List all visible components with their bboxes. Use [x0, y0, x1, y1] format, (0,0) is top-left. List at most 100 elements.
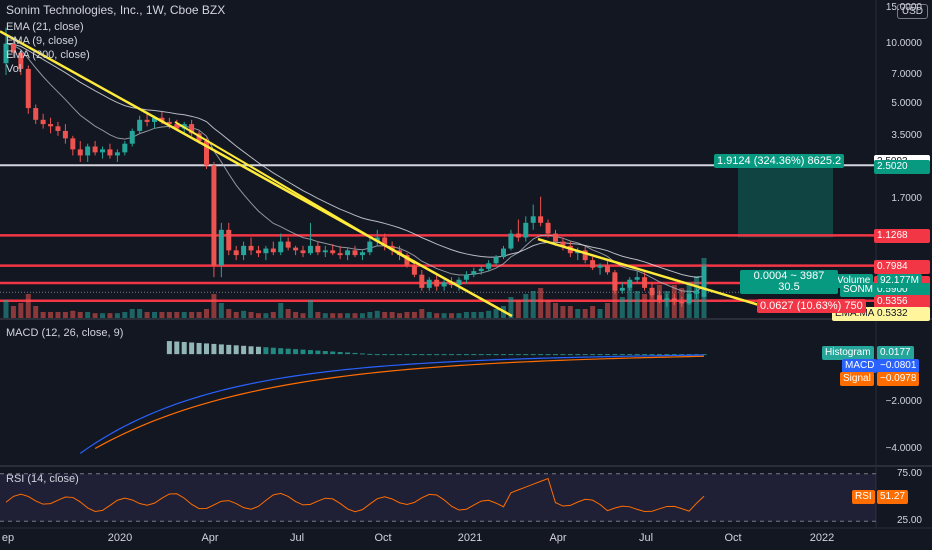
time-tick: Jul — [289, 532, 305, 544]
volume-bar — [337, 313, 343, 318]
volume-bar — [471, 312, 477, 318]
volume-bar — [226, 309, 232, 318]
legend-ema21[interactable]: EMA (21, close) — [6, 21, 84, 33]
macd-histogram-bar — [612, 354, 618, 356]
macd-tick: −2.0000 — [885, 395, 922, 407]
volume-bar — [619, 297, 625, 318]
candle-body — [248, 245, 254, 251]
candle-body — [686, 293, 692, 304]
macd-histogram-bar — [322, 351, 328, 355]
volume-bar — [174, 312, 180, 318]
volume-bar — [397, 313, 403, 318]
macd-histogram-bar — [419, 354, 425, 356]
price-tick: 5.0000 — [891, 98, 922, 110]
macd-histogram-bar — [567, 354, 573, 356]
trendline — [174, 121, 416, 265]
macd-histogram-bar — [241, 345, 247, 355]
legend-ema200[interactable]: EMA (200, close) — [6, 49, 90, 61]
candle-body — [367, 241, 373, 253]
volume-bar — [434, 313, 440, 318]
volume-bar — [278, 303, 284, 318]
rsi-tick: 75.00 — [896, 467, 922, 479]
candle-body — [671, 298, 677, 302]
candle-body — [129, 130, 135, 144]
ema-line — [5, 43, 705, 278]
macd-histogram-bar — [196, 342, 202, 355]
candle-body — [515, 233, 521, 238]
candle-body — [166, 121, 172, 125]
price-marker: 0.5356 — [874, 294, 930, 309]
macd-histogram-bar — [627, 354, 633, 356]
macd-histogram-bar — [270, 347, 276, 355]
volume-bar — [152, 312, 158, 318]
macd-legend[interactable]: MACD (12, 26, close, 9) — [6, 327, 124, 339]
candle-body — [508, 233, 514, 249]
volume-bar — [33, 306, 39, 318]
macd-histogram-bar — [515, 354, 521, 356]
volume-bar — [129, 309, 135, 318]
macd-histogram-bar — [181, 342, 187, 355]
volume-bar — [322, 313, 328, 318]
volume-bar — [478, 312, 484, 318]
rsi-value: 51.27 — [877, 490, 909, 505]
candle-body — [62, 130, 68, 139]
volume-bar — [345, 313, 351, 318]
volume-bar — [419, 309, 425, 318]
macd-label-signal: Signal — [840, 371, 874, 386]
volume-bar — [189, 312, 195, 318]
candle-body — [226, 229, 232, 251]
macd-histogram-bar — [248, 346, 254, 355]
price-tick: 7.0000 — [891, 68, 922, 80]
candle-body — [70, 138, 76, 150]
volume-bar — [122, 312, 128, 318]
macd-histogram-bar — [389, 354, 395, 356]
macd-histogram-bar — [315, 350, 321, 355]
macd-histogram-bar — [449, 354, 455, 356]
candle-body — [293, 247, 299, 251]
price-marker: 2.5020 — [874, 160, 930, 175]
volume-bar — [530, 291, 536, 318]
volume-bar — [567, 306, 573, 318]
volume-bar — [196, 312, 202, 318]
macd-histogram-bar — [478, 354, 484, 356]
macd-histogram-bar — [456, 354, 462, 356]
macd-histogram-bar — [352, 352, 358, 355]
macd-histogram-bar — [575, 354, 581, 356]
candle-body — [612, 272, 618, 291]
volume-bar — [649, 288, 655, 318]
candle-body — [590, 260, 596, 268]
macd-histogram-bar — [582, 354, 588, 356]
legend-vol[interactable]: Vol — [6, 63, 22, 75]
macd-value-macd: −0.0801 — [877, 358, 920, 373]
macd-label-histogram: Histogram — [822, 345, 874, 360]
macd-histogram-bar — [211, 343, 217, 355]
candle-body — [471, 271, 477, 275]
candle-body — [634, 277, 640, 280]
macd-histogram-bar — [203, 343, 209, 355]
macd-histogram-bar — [619, 354, 625, 356]
candle-body — [241, 245, 247, 256]
signal-line — [94, 355, 705, 450]
candle-body — [619, 287, 625, 291]
volume-bar — [627, 288, 633, 318]
candle-body — [523, 222, 529, 238]
candle-body — [404, 255, 410, 266]
candle-body — [55, 126, 61, 131]
candle-body — [300, 250, 306, 254]
volume-bar — [330, 313, 336, 318]
volume-bar — [181, 312, 187, 318]
legend-ema9[interactable]: EMA (9, close) — [6, 35, 78, 47]
candle-body — [233, 250, 239, 256]
volume-bar — [382, 312, 388, 318]
currency-button[interactable]: USD — [896, 4, 928, 19]
macd-histogram-bar — [649, 354, 655, 356]
rsi-legend[interactable]: RSI (14, close) — [6, 473, 79, 485]
volume-bar — [597, 309, 603, 318]
macd-histogram-bar — [590, 354, 596, 356]
candle-body — [530, 216, 536, 223]
candle-body — [501, 248, 507, 258]
time-tick: ep — [1, 532, 15, 544]
candle-body — [107, 149, 113, 156]
volume-bar — [211, 294, 217, 318]
